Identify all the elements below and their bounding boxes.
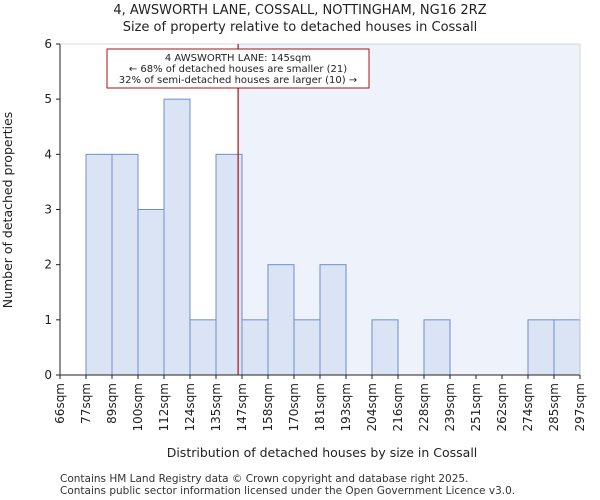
x-tick-label: 77sqm (79, 383, 93, 424)
bar-170sqm (293, 319, 321, 376)
annotation-box (106, 48, 370, 89)
bar-285sqm (553, 319, 581, 376)
x-tick-label: 239sqm (443, 383, 457, 431)
footer-line-2: Contains public sector information licen… (60, 485, 515, 497)
x-tick-label: 100sqm (131, 383, 145, 431)
y-tick-label: 3 (44, 203, 52, 217)
x-tick-label: 193sqm (339, 383, 353, 431)
y-tick-label: 2 (44, 258, 52, 272)
bar-228sqm (423, 319, 451, 376)
x-ticks: 66sqm 77sqm 89sqm 100sqm 112sqm 124sqm 135sqm 1… (53, 375, 587, 431)
bar-89sqm (111, 153, 139, 376)
x-tick-label: 297sqm (573, 383, 587, 431)
x-tick-label: 285sqm (547, 383, 561, 431)
x-tick-label: 262sqm (495, 383, 509, 431)
annotation-line-3: 32% of semi-detached houses are larger (… (119, 75, 357, 86)
y-axis-label: Number of detached properties (0, 112, 15, 309)
bar-204sqm (371, 319, 399, 376)
y-tick-label: 1 (44, 313, 52, 327)
x-tick-label: 274sqm (521, 383, 535, 431)
bar-181sqm (319, 264, 347, 376)
x-tick-label: 228sqm (417, 383, 431, 431)
x-tick-label: 204sqm (365, 383, 379, 431)
bar-274sqm (527, 319, 555, 376)
x-tick-label: 66sqm (53, 383, 67, 424)
x-tick-label: 158sqm (261, 383, 275, 431)
bar-100sqm (137, 209, 165, 376)
bars (85, 98, 581, 376)
chart-title: 4, AWSWORTH LANE, COSSALL, NOTTINGHAM, N… (113, 3, 486, 18)
y-tick-label: 0 (44, 368, 52, 382)
y-tick-label: 4 (44, 147, 52, 161)
bar-77sqm (85, 153, 113, 376)
x-tick-label: 135sqm (209, 383, 223, 431)
chart-subtitle: Size of property relative to detached ho… (123, 20, 478, 35)
bar-124sqm (189, 319, 217, 376)
x-tick-label: 124sqm (183, 383, 197, 431)
y-tick-label: 5 (44, 92, 52, 106)
x-tick-label: 181sqm (313, 383, 327, 431)
x-axis-label: Distribution of detached houses by size … (167, 445, 478, 460)
x-tick-label: 170sqm (287, 383, 301, 431)
bar-112sqm (163, 98, 191, 376)
bar-158sqm (267, 264, 295, 376)
x-tick-label: 112sqm (157, 383, 171, 431)
annotation-line-2: ← 68% of detached houses are smaller (21… (129, 64, 347, 75)
y-tick-label: 6 (44, 37, 52, 51)
x-tick-label: 251sqm (469, 383, 483, 431)
y-ticks: 0 1 2 3 4 5 6 (44, 37, 60, 382)
x-tick-label: 147sqm (235, 383, 249, 431)
annotation-line-1: 4 AWSWORTH LANE: 145sqm (165, 53, 311, 64)
x-tick-label: 89sqm (105, 383, 119, 424)
bar-147sqm (241, 319, 269, 376)
footer-line-1: Contains HM Land Registry data © Crown c… (60, 473, 468, 485)
x-tick-label: 216sqm (391, 383, 405, 431)
